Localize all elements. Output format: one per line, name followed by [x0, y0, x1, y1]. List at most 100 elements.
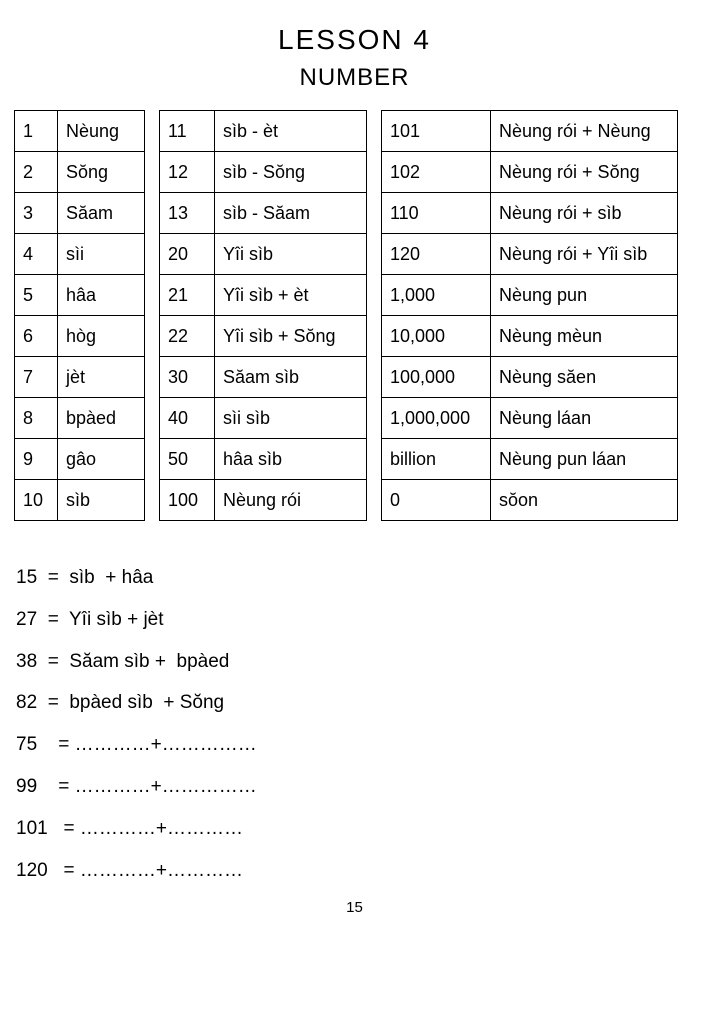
table-row: 9gâo: [15, 439, 145, 480]
table-cell: gâo: [58, 439, 145, 480]
table-cell: Nèung săen: [491, 357, 678, 398]
table-cell: Nèung rói + Yîi sìb: [491, 234, 678, 275]
table-cell: Nèung mèun: [491, 316, 678, 357]
table-cell: Nèung láan: [491, 398, 678, 439]
examples-block: 15 = sìb + hâa27 = Yîi sìb + jèt38 = Săa…: [14, 557, 695, 891]
table-cell: 6: [15, 316, 58, 357]
table-row: 6hòg: [15, 316, 145, 357]
table-cell: 22: [160, 316, 215, 357]
table-cell: 8: [15, 398, 58, 439]
table-cell: 100,000: [382, 357, 491, 398]
table-cell: 100: [160, 480, 215, 521]
table-cell: 101: [382, 111, 491, 152]
table-cell: 1,000,000: [382, 398, 491, 439]
example-line: 38 = Săam sìb + bpàed: [16, 641, 695, 683]
table-row: 10sìb: [15, 480, 145, 521]
table-cell: 1: [15, 111, 58, 152]
table-cell: sìi sìb: [215, 398, 367, 439]
table-cell: 40: [160, 398, 215, 439]
table-row: 12sìb - Sŏng: [160, 152, 367, 193]
table-cell: hâa sìb: [215, 439, 367, 480]
table-cell: Săam: [58, 193, 145, 234]
table-cell: 9: [15, 439, 58, 480]
page-subtitle: NUMBER: [14, 64, 695, 92]
table-row: 22Yîi sìb + Sŏng: [160, 316, 367, 357]
table-cell: sìb - èt: [215, 111, 367, 152]
table-cell: Nèung rói + Nèung: [491, 111, 678, 152]
table-row: 20Yîi sìb: [160, 234, 367, 275]
example-line: 101 = …………+…………: [16, 808, 695, 850]
table-row: 102Nèung rói + Sŏng: [382, 152, 678, 193]
table-row: billionNèung pun láan: [382, 439, 678, 480]
table-cell: Yîi sìb: [215, 234, 367, 275]
table-cell: sìi: [58, 234, 145, 275]
example-line: 120 = …………+…………: [16, 850, 695, 892]
table-cell: 12: [160, 152, 215, 193]
table-cell: 10: [15, 480, 58, 521]
table-row: 8bpàed: [15, 398, 145, 439]
table-row: 5hâa: [15, 275, 145, 316]
table-cell: hòg: [58, 316, 145, 357]
table-cell: billion: [382, 439, 491, 480]
table-cell: 102: [382, 152, 491, 193]
table-cell: 110: [382, 193, 491, 234]
table-cell: 7: [15, 357, 58, 398]
table-cell: Săam sìb: [215, 357, 367, 398]
table-row: 101Nèung rói + Nèung: [382, 111, 678, 152]
table-cell: 0: [382, 480, 491, 521]
table-cell: Nèung pun: [491, 275, 678, 316]
tables-row: 1Nèung2Sŏng3Săam4sìi5hâa6hòg7jèt8bpàed9g…: [14, 110, 695, 521]
table-row: 1Nèung: [15, 111, 145, 152]
table-cell: jèt: [58, 357, 145, 398]
table-cell: 3: [15, 193, 58, 234]
table-cell: sìb: [58, 480, 145, 521]
numbers-table-3: 101Nèung rói + Nèung102Nèung rói + Sŏng1…: [381, 110, 678, 521]
table-row: 110Nèung rói + sìb: [382, 193, 678, 234]
table-cell: 13: [160, 193, 215, 234]
table-row: 2Sŏng: [15, 152, 145, 193]
table-row: 7jèt: [15, 357, 145, 398]
table-cell: Nèung rói: [215, 480, 367, 521]
table-row: 4sìi: [15, 234, 145, 275]
table-cell: 1,000: [382, 275, 491, 316]
table-row: 13sìb - Săam: [160, 193, 367, 234]
table-cell: 30: [160, 357, 215, 398]
table-cell: 2: [15, 152, 58, 193]
table-row: 30Săam sìb: [160, 357, 367, 398]
table-cell: Yîi sìb + èt: [215, 275, 367, 316]
table-row: 21Yîi sìb + èt: [160, 275, 367, 316]
table-row: 10,000Nèung mèun: [382, 316, 678, 357]
table-row: 0sŏon: [382, 480, 678, 521]
example-line: 82 = bpàed sìb + Sŏng: [16, 682, 695, 724]
numbers-table-1: 1Nèung2Sŏng3Săam4sìi5hâa6hòg7jèt8bpàed9g…: [14, 110, 145, 521]
table-row: 1,000Nèung pun: [382, 275, 678, 316]
example-line: 75 = …………+……………: [16, 724, 695, 766]
table-cell: Nèung pun láan: [491, 439, 678, 480]
example-line: 99 = …………+……………: [16, 766, 695, 808]
numbers-table-2: 11sìb - èt12sìb - Sŏng13sìb - Săam20Yîi …: [159, 110, 367, 521]
table-cell: 11: [160, 111, 215, 152]
example-line: 27 = Yîi sìb + jèt: [16, 599, 695, 641]
table-cell: Yîi sìb + Sŏng: [215, 316, 367, 357]
table-cell: 120: [382, 234, 491, 275]
table-cell: hâa: [58, 275, 145, 316]
page-title: LESSON 4: [14, 24, 695, 56]
table-row: 100,000Nèung săen: [382, 357, 678, 398]
table-cell: sìb - Săam: [215, 193, 367, 234]
table-cell: Sŏng: [58, 152, 145, 193]
table-row: 3Săam: [15, 193, 145, 234]
table-row: 100Nèung rói: [160, 480, 367, 521]
table-cell: Nèung: [58, 111, 145, 152]
table-cell: 4: [15, 234, 58, 275]
table-row: 40sìi sìb: [160, 398, 367, 439]
table-cell: Nèung rói + Sŏng: [491, 152, 678, 193]
table-row: 1,000,000Nèung láan: [382, 398, 678, 439]
table-cell: Nèung rói + sìb: [491, 193, 678, 234]
table-row: 120Nèung rói + Yîi sìb: [382, 234, 678, 275]
table-cell: 21: [160, 275, 215, 316]
table-cell: 5: [15, 275, 58, 316]
table-cell: 50: [160, 439, 215, 480]
example-line: 15 = sìb + hâa: [16, 557, 695, 599]
table-cell: bpàed: [58, 398, 145, 439]
table-cell: 20: [160, 234, 215, 275]
